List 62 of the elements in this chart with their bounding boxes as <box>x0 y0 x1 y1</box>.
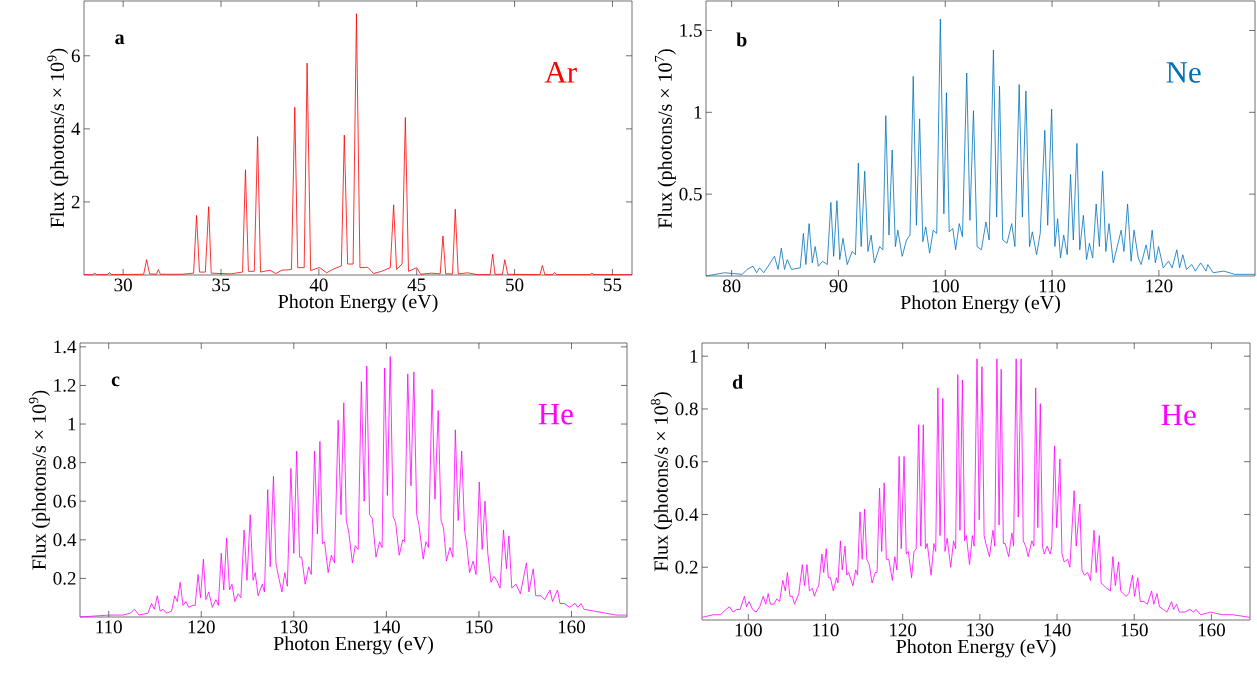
x-tick-label: 160 <box>558 620 585 634</box>
y-tick-label: 0.2 <box>53 571 76 585</box>
x-tick-label: 130 <box>967 623 994 637</box>
annotation: d <box>732 374 743 389</box>
annotation: a <box>115 34 125 45</box>
y-tick-label: 1 <box>68 417 76 431</box>
x-tick-label: 150 <box>466 620 493 634</box>
x-tick-label: 100 <box>932 279 959 293</box>
x-tick-label: 30 <box>114 278 132 292</box>
y-tick-label: 1 <box>694 106 702 119</box>
x-tick-label: 55 <box>604 278 622 292</box>
y-tick-label: 0.6 <box>675 455 698 469</box>
y-tick-label: 1 <box>690 349 698 363</box>
line-series <box>701 358 1251 618</box>
y-axis-title: Flux (photons/s × 10$^{8}$) <box>650 392 672 572</box>
y-axis-title: Flux (photons/s × 10$^{9}$) <box>28 390 50 570</box>
x-tick-label: 150 <box>1121 623 1148 637</box>
y-tick-label: 1.2 <box>54 379 76 392</box>
y-tick-label: 0.8 <box>675 402 698 416</box>
text: He <box>538 403 573 425</box>
y-tick-label: 0.6 <box>53 494 76 508</box>
line-series <box>83 13 633 276</box>
line-series <box>79 356 628 618</box>
x-tick-label: 80 <box>722 279 741 293</box>
x-tick-label: 130 <box>281 620 308 634</box>
x-tick-label: 110 <box>1039 279 1066 293</box>
x-tick-label: 120 <box>188 620 215 634</box>
y-tick-label: 0.4 <box>675 508 699 521</box>
y-tick-label: 2 <box>71 195 80 209</box>
y-tick-label: 1.4 <box>54 340 77 354</box>
y-axis-title: Flux (photons/s × 10$^{9}$) <box>47 48 69 228</box>
y-tick-label: 4 <box>71 122 81 136</box>
text: Ne <box>1166 62 1201 83</box>
y-axis-title: Flux (photons/s × 10$^{7}$) <box>654 49 676 229</box>
annotation: b <box>736 32 747 47</box>
y-tick-label: 0.8 <box>53 456 76 470</box>
text: Ar <box>544 62 577 83</box>
x-axis-title: Photon Energy (eV) <box>900 295 1060 314</box>
x-tick-label: 160 <box>1198 623 1225 637</box>
x-tick-label: 110 <box>96 620 122 634</box>
x-tick-label: 140 <box>373 620 400 634</box>
x-tick-label: 120 <box>890 623 917 637</box>
x-axis-title: Photon Energy (eV) <box>273 636 433 655</box>
x-tick-label: 140 <box>1044 623 1071 637</box>
y-tick-label: 1.5 <box>680 24 702 37</box>
x-tick-label: 50 <box>506 278 524 292</box>
x-axis-title: Photon Energy (eV) <box>896 639 1056 658</box>
annotation: c <box>111 376 120 387</box>
text: He <box>1161 404 1196 426</box>
y-tick-label: 0.2 <box>675 560 698 574</box>
line-series <box>705 18 1256 277</box>
x-tick-label: 40 <box>309 278 328 292</box>
x-tick-label: 100 <box>735 623 762 637</box>
y-tick-label: 0.4 <box>53 533 77 547</box>
x-tick-label: 45 <box>407 278 426 292</box>
x-tick-label: 120 <box>1146 279 1173 293</box>
x-tick-label: 110 <box>813 623 839 637</box>
y-tick-label: 0.5 <box>679 187 702 201</box>
y-tick-label: 6 <box>71 49 80 63</box>
x-tick-label: 35 <box>212 278 230 292</box>
x-tick-label: 90 <box>829 279 848 293</box>
x-axis-title: Photon Energy (eV) <box>278 294 438 313</box>
